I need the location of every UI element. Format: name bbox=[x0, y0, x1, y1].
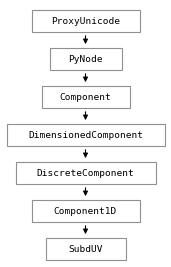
Bar bbox=[31, 200, 140, 222]
Text: SubdUV: SubdUV bbox=[68, 245, 103, 253]
Bar bbox=[16, 162, 155, 184]
Text: Component: Component bbox=[60, 92, 111, 101]
Text: Component1D: Component1D bbox=[54, 206, 117, 215]
Bar bbox=[45, 238, 126, 260]
Text: PyNode: PyNode bbox=[68, 54, 103, 64]
Text: DiscreteComponent: DiscreteComponent bbox=[37, 168, 134, 178]
Text: DimensionedComponent: DimensionedComponent bbox=[28, 131, 143, 139]
Bar bbox=[49, 48, 122, 70]
Bar bbox=[42, 86, 129, 108]
Text: ProxyUnicode: ProxyUnicode bbox=[51, 17, 120, 26]
Bar bbox=[6, 124, 165, 146]
Bar bbox=[31, 10, 140, 32]
